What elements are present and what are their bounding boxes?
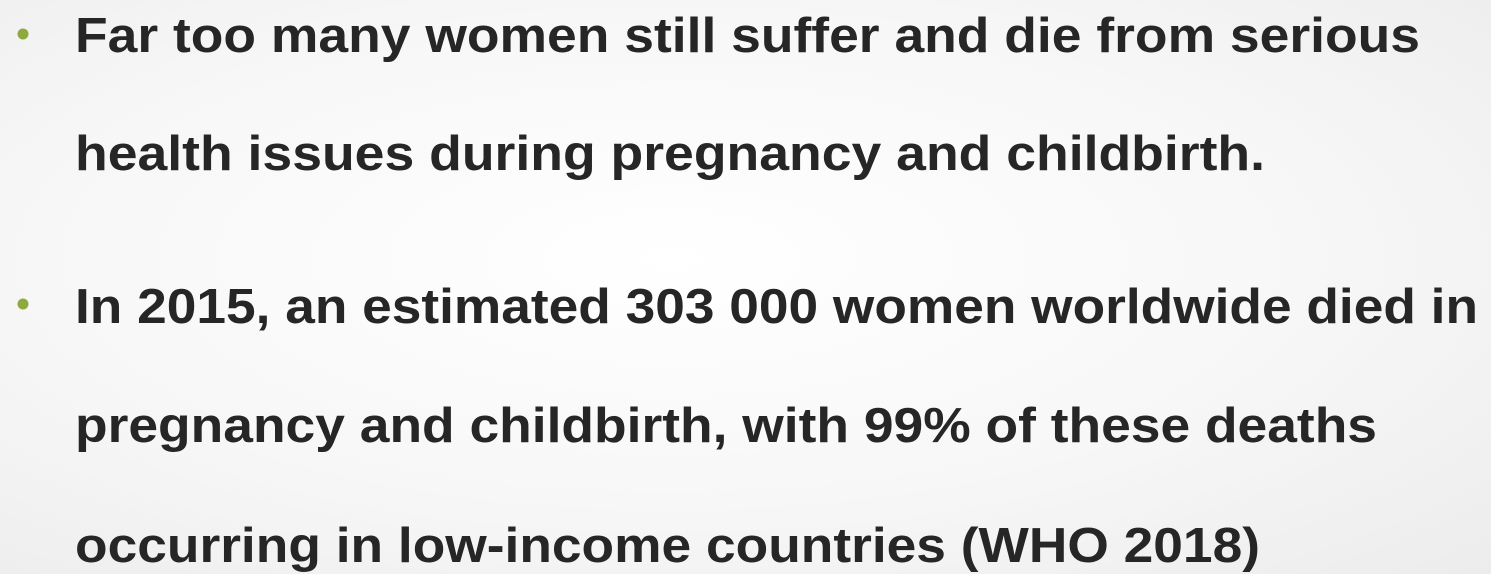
bullet-text: health issues during pregnancy and child… (75, 127, 1265, 181)
bullet-text: occurring in low-income countries (WHO 2… (75, 519, 1260, 573)
bullet-text: In 2015, an estimated 303 000 women worl… (75, 280, 1478, 334)
bullet-dot (17, 298, 29, 310)
bullet-text: pregnancy and childbirth, with 99% of th… (75, 399, 1377, 453)
bullet-text: Far too many women still suffer and die … (75, 9, 1420, 63)
bullet-dot (17, 28, 29, 40)
